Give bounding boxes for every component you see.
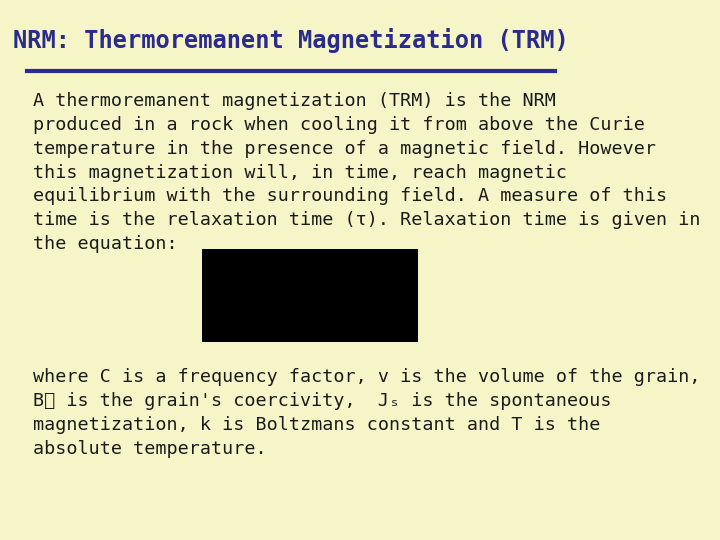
- Text: A thermoremanent magnetization (TRM) is the NRM
produced in a rock when cooling : A thermoremanent magnetization (TRM) is …: [33, 92, 701, 253]
- Text: NRM: Thermoremanent Magnetization (TRM): NRM: Thermoremanent Magnetization (TRM): [14, 28, 570, 53]
- Bar: [202, 249, 418, 342]
- Text: where C is a frequency factor, v is the volume of the grain,
Bᴄ is the grain's c: where C is a frequency factor, v is the …: [33, 368, 701, 458]
